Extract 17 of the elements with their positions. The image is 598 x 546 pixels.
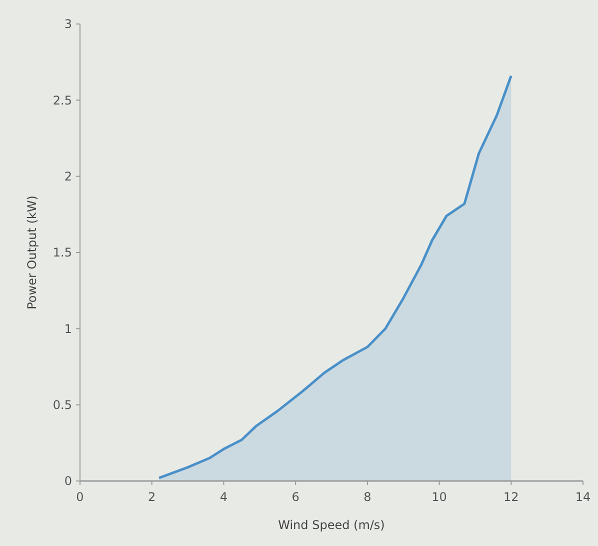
y-tick-label: 1.5: [52, 246, 72, 260]
x-axis-title: Wind Speed (m/s): [278, 518, 385, 532]
x-tick-label: 10: [432, 490, 447, 504]
y-tick-label: 2: [64, 170, 72, 184]
y-axis-title: Power Output (kW): [25, 196, 39, 310]
x-tick-label: 8: [364, 490, 372, 504]
x-tick-label: 4: [220, 490, 228, 504]
x-tick-label: 0: [76, 490, 84, 504]
y-tick-label: 1: [64, 322, 72, 336]
x-tick-label: 2: [148, 490, 156, 504]
y-tick-label: 0.5: [52, 398, 72, 412]
y-tick-label: 3: [64, 17, 72, 32]
x-tick-label: 14: [575, 490, 591, 504]
x-tick-label: 12: [504, 490, 519, 504]
x-tick-label: 6: [292, 490, 300, 504]
y-tick-label: 0: [64, 474, 72, 488]
y-tick-label: 2.5: [52, 93, 72, 108]
